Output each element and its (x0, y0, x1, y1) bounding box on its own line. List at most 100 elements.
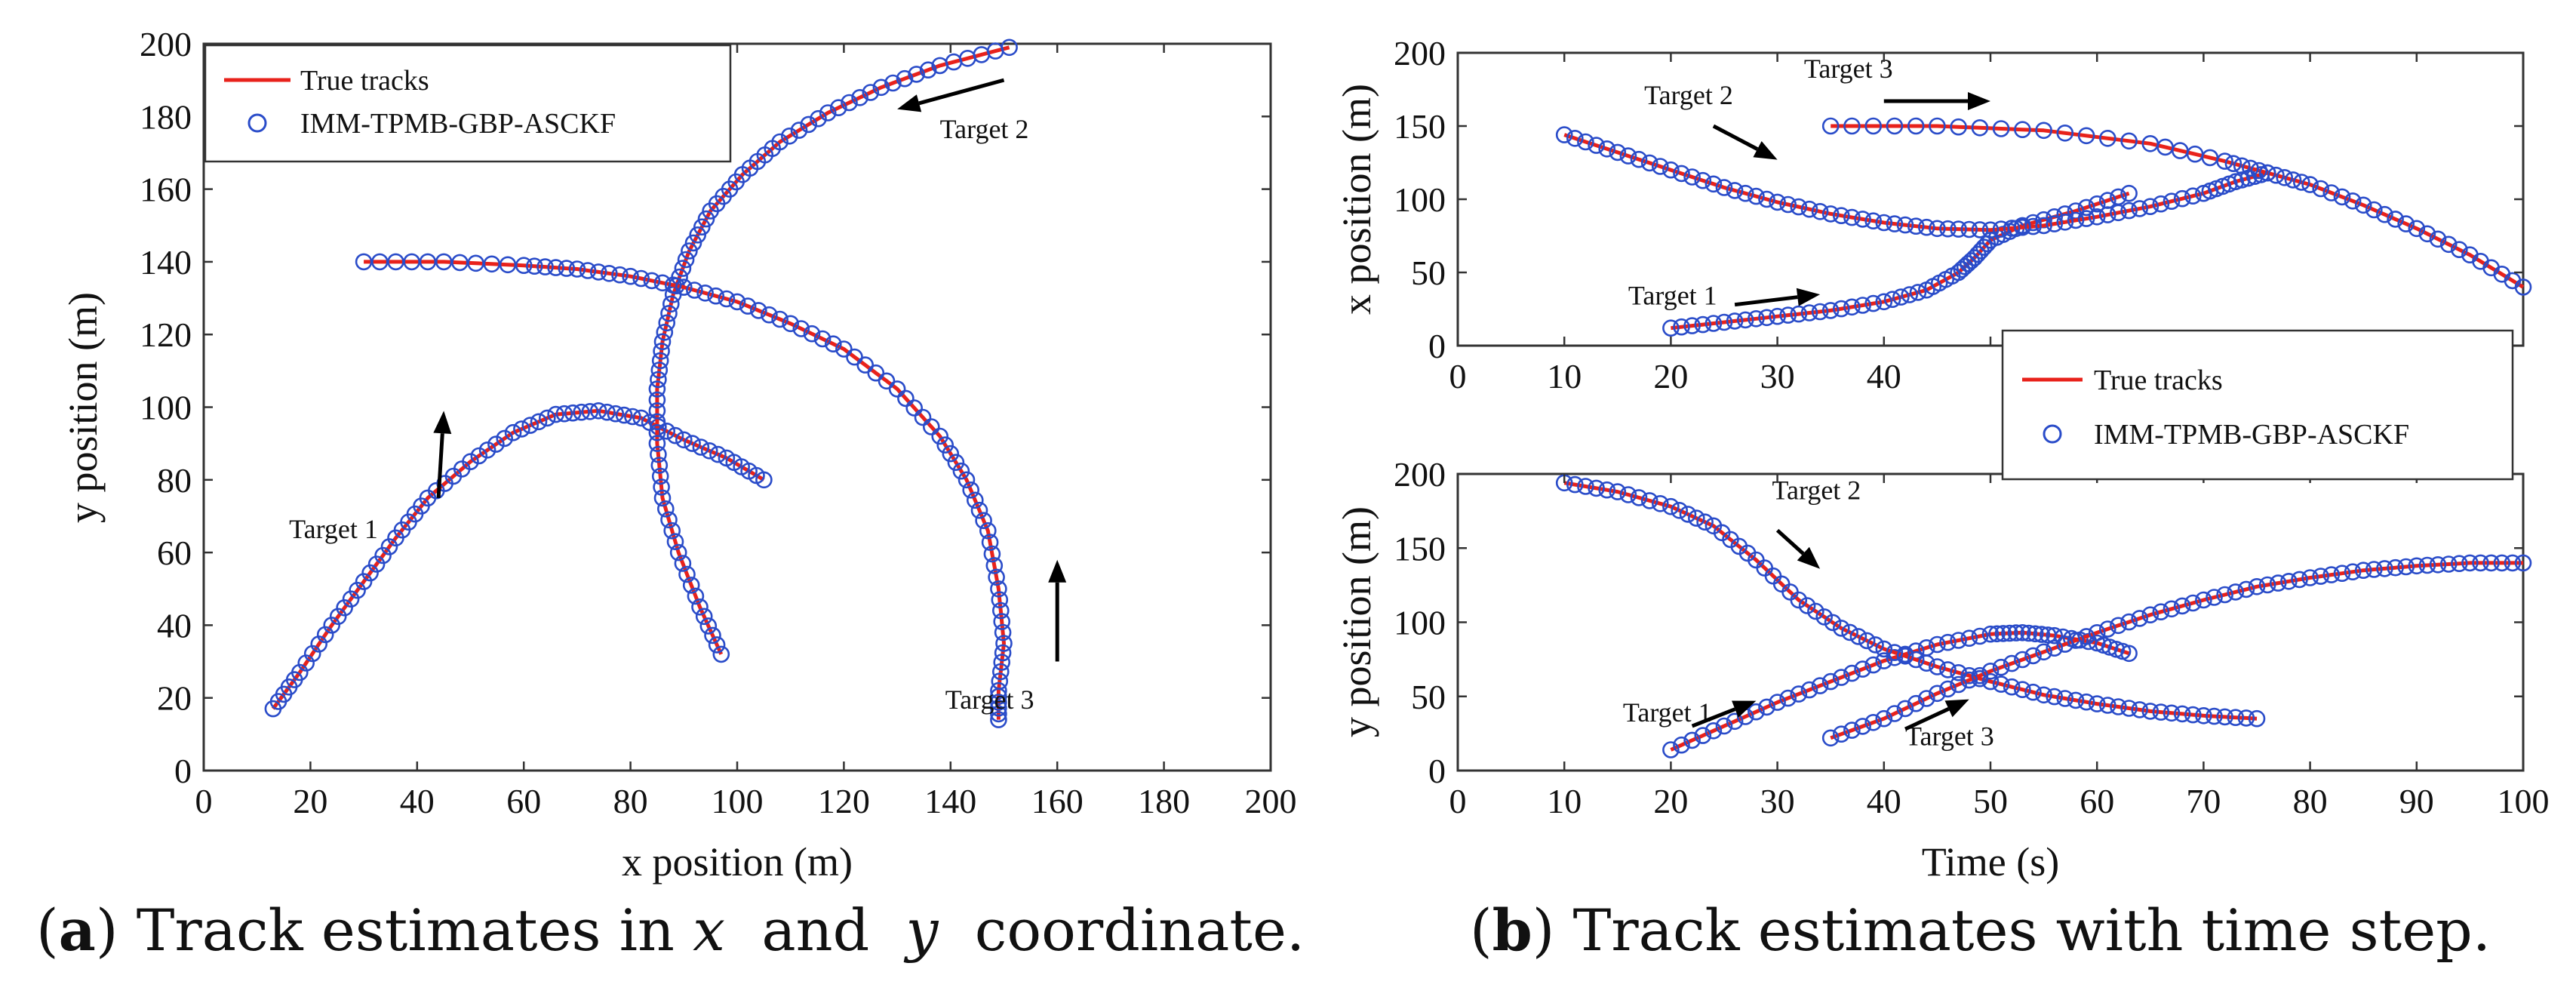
estimate-point-target-1 (1971, 627, 1989, 645)
estimate-point-target-2 (2014, 681, 2031, 699)
estimate-point-target-3 (2173, 597, 2191, 615)
estimate-point-target-2 (712, 645, 730, 663)
estimate-point-target-3 (2035, 122, 2052, 140)
estimate-point-target-2 (1715, 179, 1733, 196)
y-tick-label: 100 (1394, 180, 1446, 219)
estimate-point-target-3 (2312, 568, 2329, 585)
estimate-point-target-1 (2033, 626, 2051, 643)
estimate-point-target-1 (581, 402, 599, 420)
ylabel-b-top: x position (m) (1334, 84, 1379, 315)
estimate-point-target-1 (1758, 309, 1775, 327)
x-tick-label: 90 (2399, 782, 2434, 820)
estimate-point-target-3 (515, 257, 533, 275)
y-tick-label: 20 (157, 679, 192, 718)
y-tick-label: 150 (1394, 529, 1446, 568)
estimate-point-target-2 (2173, 705, 2191, 723)
x-tick-label: 60 (2080, 782, 2114, 820)
annotation-arrowhead-target-2 (1797, 546, 1821, 569)
estimate-point-target-3 (2077, 628, 2095, 645)
estimate-point-target-3 (1971, 666, 1989, 685)
estimate-point-target-3 (2354, 196, 2372, 214)
estimate-point-target-3 (962, 481, 979, 499)
estimate-point-target-2 (1673, 165, 1690, 183)
estimate-point-target-3 (632, 269, 650, 288)
estimate-point-target-2 (1841, 623, 1858, 641)
x-tick-label: 0 (195, 782, 213, 820)
estimate-point-target-2 (1939, 661, 1957, 678)
estimate-point-target-2 (1566, 130, 1584, 147)
estimate-point-target-1 (1929, 635, 1946, 654)
estimate-point-target-3 (2322, 566, 2341, 583)
true-track-target-3 (1830, 561, 2523, 740)
estimate-point-target-2 (2035, 217, 2052, 235)
estimate-point-target-2 (650, 371, 667, 389)
estimate-point-target-2 (1896, 216, 1914, 234)
estimate-point-target-3 (958, 471, 976, 489)
plot-frame-b-top (1456, 51, 2525, 347)
ylabel-b-bottom: y position (m) (1334, 506, 1379, 737)
x-tick-label: 160 (1031, 782, 1084, 820)
estimate-point-target-1 (1864, 656, 1882, 674)
estimate-point-target-2 (1001, 38, 1018, 57)
estimate-point-target-3 (579, 262, 597, 279)
estimate-point-target-2 (1640, 154, 1658, 172)
estimate-point-target-3 (990, 681, 1007, 700)
annotation-arrow-target-2 (1712, 124, 1759, 151)
estimate-point-target-1 (1994, 625, 2012, 642)
estimate-point-target-2 (663, 521, 681, 540)
estimate-point-target-3 (2472, 554, 2489, 572)
estimate-point-target-3 (2110, 617, 2127, 635)
series-layer-a (264, 38, 1018, 728)
estimate-point-target-3 (2451, 241, 2468, 259)
estimate-point-target-1 (1950, 632, 1967, 649)
estimate-point-target-3 (2099, 130, 2116, 147)
estimate-point-target-2 (1769, 193, 1786, 211)
estimate-point-target-1 (355, 573, 373, 590)
estimate-point-target-1 (1886, 648, 1904, 666)
caption-a-close: ) (95, 897, 118, 964)
caption-a-text1: Track estimates in (118, 897, 693, 964)
estimate-point-target-1 (1662, 741, 1680, 758)
estimate-point-target-3 (2408, 557, 2426, 575)
estimate-point-target-3 (718, 290, 736, 308)
estimate-point-target-3 (2216, 586, 2233, 604)
estimate-point-target-2 (2077, 693, 2095, 711)
estimate-point-target-2 (2088, 695, 2106, 712)
estimate-point-target-1 (1705, 315, 1723, 332)
estimate-point-target-3 (1939, 680, 1957, 698)
estimate-point-target-3 (2291, 571, 2308, 589)
estimate-point-target-2 (2035, 686, 2052, 704)
estimate-point-target-1 (1673, 736, 1690, 754)
estimate-point-target-2 (800, 115, 817, 134)
estimate-point-target-2 (682, 577, 700, 594)
x-tick-label: 0 (1449, 782, 1467, 820)
estimate-point-target-2 (1779, 195, 1797, 214)
estimate-point-target-2 (830, 99, 847, 116)
estimate-point-target-3 (792, 320, 810, 337)
estimate-point-target-3 (589, 263, 607, 281)
estimate-point-target-3 (1864, 713, 1882, 731)
estimate-point-target-1 (1683, 317, 1701, 334)
estimate-point-target-3 (942, 445, 960, 463)
estimate-point-target-3 (2301, 569, 2319, 586)
estimate-point-target-3 (2418, 556, 2436, 574)
estimate-point-target-3 (993, 654, 1010, 671)
estimate-point-target-3 (992, 663, 1010, 681)
estimate-point-target-3 (835, 340, 853, 358)
estimate-point-target-2 (1811, 202, 1829, 220)
x-tick-label: 40 (400, 782, 435, 820)
estimate-point-target-2 (2024, 683, 2042, 701)
estimate-point-target-3 (761, 306, 778, 324)
estimate-point-target-1 (2088, 195, 2106, 213)
estimate-point-target-2 (2216, 708, 2233, 726)
estimate-point-target-1 (709, 445, 727, 463)
estimate-point-target-2 (1736, 184, 1754, 202)
x-tick-label: 10 (1547, 357, 1582, 395)
estimate-point-target-2 (1929, 220, 1946, 238)
estimate-point-target-1 (538, 409, 556, 427)
estimate-point-target-3 (856, 356, 874, 374)
estimate-point-target-3 (2056, 635, 2074, 653)
estimate-point-target-3 (2216, 152, 2233, 170)
estimate-point-target-2 (1748, 187, 1765, 205)
estimate-point-target-3 (2206, 589, 2223, 606)
